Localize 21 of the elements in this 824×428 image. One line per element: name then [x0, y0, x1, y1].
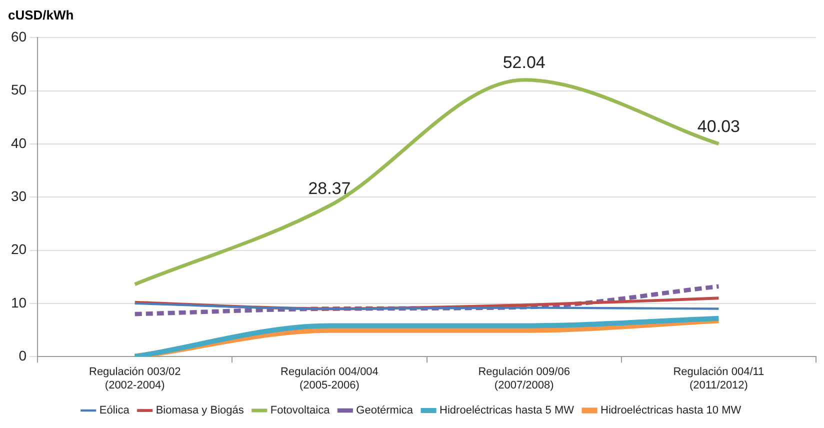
y-tick-label: 50 [10, 82, 27, 98]
legend-label: Geotérmica [356, 404, 414, 417]
data-label: 40.03 [697, 116, 740, 136]
legend-label: Hidroeléctricas hasta 10 MW [600, 404, 742, 417]
y-tick-label: 20 [10, 241, 27, 258]
legend-label: Hidroeléctricas hasta 5 MW [440, 404, 575, 417]
data-label: 52.04 [502, 53, 546, 72]
legend-label: Eólica [99, 404, 130, 417]
x-tick-label: Regulación 004/11 (2011/2012) [673, 366, 764, 392]
y-tick-label: 40 [10, 134, 27, 151]
y-tick-label: 10 [10, 294, 27, 310]
legend-label: Fotovoltaica [270, 404, 331, 417]
legend-label: Biomasa y Biogás [156, 404, 244, 417]
y-axis-title: cUSD/kWh [8, 7, 74, 22]
y-tick-label: 30 [10, 188, 27, 204]
x-tick-label: Regulación 009/06 (2007/2008) [478, 366, 570, 392]
x-tick-label: Regulación 003/02 (2002-2004) [89, 366, 181, 392]
y-tick-label: 60 [10, 28, 27, 44]
x-tick-label: Regulación 004/004 (2005-2006) [280, 366, 378, 392]
data-label: 28.37 [308, 178, 351, 198]
y-tick-label: 0 [18, 347, 27, 364]
